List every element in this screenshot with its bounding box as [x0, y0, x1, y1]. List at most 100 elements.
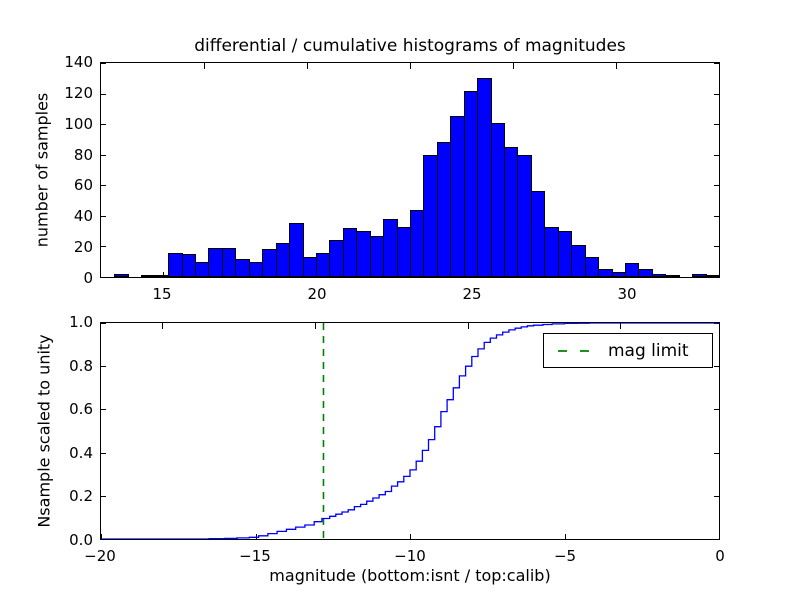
right-axis-tick — [714, 277, 719, 278]
right-axis-tick — [714, 94, 719, 95]
y-tick-label: 100 — [64, 114, 93, 133]
x-axis-tick — [410, 534, 411, 539]
top-axis-tick — [468, 323, 469, 329]
bottom-xlabel: magnitude (bottom:isnt / top:calib) — [269, 566, 551, 585]
y-tick-label: 0.2 — [69, 487, 93, 506]
figure-title: differential / cumulative histograms of … — [194, 36, 626, 56]
right-axis-tick — [714, 63, 719, 64]
bottom-axes-cumulative: mag limit — [100, 322, 720, 540]
histogram-bar — [504, 147, 519, 277]
top-axis-tick — [620, 323, 621, 329]
y-axis-tick — [101, 94, 106, 95]
right-axis-tick — [714, 124, 719, 125]
top-axis-tick — [315, 323, 316, 329]
histogram-bar — [530, 191, 546, 277]
x-axis-tick — [101, 534, 102, 539]
x-tick-label: 0 — [715, 547, 725, 565]
y-axis-tick — [101, 409, 106, 410]
y-tick-label: 0 — [83, 269, 93, 287]
x-tick-label: 25 — [462, 285, 482, 303]
histogram-bar — [705, 275, 720, 277]
histogram-bar — [651, 274, 667, 277]
histogram-bar — [477, 78, 492, 277]
right-axis-tick — [714, 185, 719, 186]
x-tick-label: 15 — [152, 285, 172, 303]
histogram-bar — [423, 155, 438, 277]
histogram-bar — [168, 253, 183, 277]
y-tick-label: 20 — [73, 238, 93, 257]
y-axis-tick — [101, 366, 106, 367]
x-tick-label: −5 — [553, 547, 577, 565]
y-axis-tick — [101, 277, 106, 278]
histogram-bar — [571, 245, 586, 277]
histogram-bar — [248, 262, 264, 277]
x-tick-label: 20 — [307, 285, 327, 303]
histogram-bar — [154, 275, 170, 277]
y-tick-label: 0.6 — [69, 400, 93, 419]
y-tick-label: 0.4 — [69, 443, 93, 462]
top-ylabel: number of samples — [32, 92, 52, 248]
top-axes-histogram — [100, 62, 720, 278]
histogram-bar — [410, 210, 425, 277]
histogram-bar — [342, 228, 358, 277]
histogram-bar — [396, 227, 411, 277]
histogram-bar — [450, 116, 465, 277]
top-axis-tick — [616, 63, 617, 69]
y-axis-tick — [101, 124, 106, 125]
y-tick-label: 40 — [73, 207, 93, 226]
histogram-bar — [289, 223, 304, 277]
y-tick-label: 140 — [64, 53, 93, 71]
histogram-bar — [235, 259, 250, 277]
y-tick-label: 0.0 — [69, 531, 93, 549]
histogram-bar — [436, 142, 452, 277]
right-axis-tick — [714, 216, 719, 217]
histogram-bar — [141, 275, 156, 277]
histogram-bar — [638, 269, 653, 277]
right-axis-tick — [714, 155, 719, 156]
legend-label: mag limit — [608, 341, 689, 361]
histogram-bar — [302, 257, 317, 277]
x-tick-label: −20 — [84, 547, 116, 565]
right-axis-tick — [714, 409, 719, 410]
y-axis-tick — [101, 185, 106, 186]
histogram-bar — [315, 253, 331, 277]
histogram-bar — [665, 275, 680, 277]
y-axis-tick — [101, 539, 106, 540]
bottom-ylabel: Nsample scaled to unity — [34, 334, 54, 528]
y-axis-tick — [101, 216, 106, 217]
histogram-bar — [598, 269, 613, 277]
y-tick-label: 120 — [64, 83, 93, 102]
histogram-bar — [584, 257, 600, 277]
y-tick-label: 0.8 — [69, 356, 93, 375]
histogram-bar — [517, 155, 532, 277]
top-axis-tick — [410, 63, 411, 69]
right-axis-tick — [714, 453, 719, 454]
y-axis-tick — [101, 155, 106, 156]
histogram-bar — [624, 263, 640, 277]
histogram-bar — [692, 274, 707, 277]
y-tick-label: 1.0 — [69, 313, 93, 331]
y-axis-tick — [101, 246, 106, 247]
histogram-bar — [544, 227, 559, 277]
x-axis-tick — [256, 534, 257, 539]
y-tick-label: 80 — [73, 145, 93, 164]
histogram-bar — [356, 231, 371, 277]
cumulative-plot-canvas — [101, 323, 719, 539]
histogram-bar — [208, 248, 223, 277]
x-axis-tick — [163, 272, 164, 277]
legend: mag limit — [543, 333, 713, 368]
histogram-bar — [329, 240, 344, 277]
right-axis-tick — [714, 496, 719, 497]
top-axis-tick — [162, 323, 163, 329]
y-axis-tick — [101, 63, 106, 64]
histogram-bar — [275, 243, 291, 277]
histogram-bar — [195, 262, 210, 277]
right-axis-tick — [714, 246, 719, 247]
histogram-bar — [221, 248, 237, 277]
histogram-bar — [114, 274, 129, 277]
top-axis-tick — [307, 63, 308, 69]
x-tick-label: −10 — [394, 547, 426, 565]
x-tick-label: 30 — [617, 285, 637, 303]
histogram-bar — [181, 254, 197, 277]
